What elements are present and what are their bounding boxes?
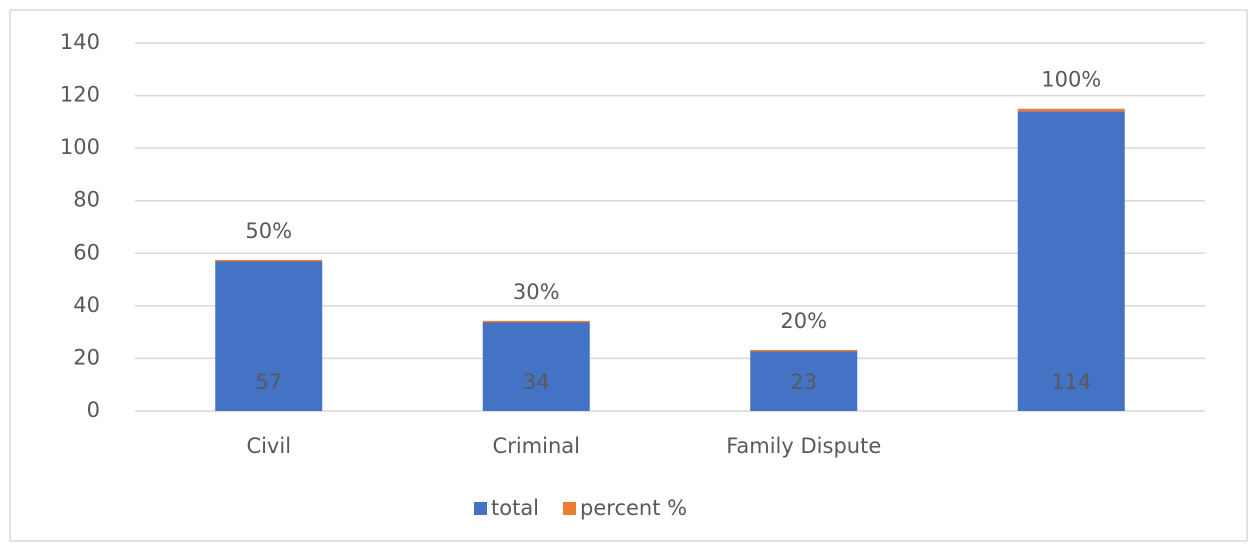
legend-swatch: [474, 502, 487, 515]
legend-label: total: [491, 496, 539, 520]
data-label: 114: [1051, 370, 1091, 394]
y-tick-label: 40: [73, 293, 100, 317]
y-tick-label: 100: [60, 135, 100, 159]
data-label: 57: [255, 370, 282, 394]
bar-segment: [1017, 111, 1125, 411]
legend-swatch: [563, 502, 577, 515]
bar-segment: [750, 350, 858, 352]
y-tick-label: 80: [73, 188, 100, 212]
x-tick-label: Criminal: [493, 434, 580, 458]
y-tick-label: 120: [60, 83, 100, 107]
bar-segment: [215, 259, 323, 262]
bar-segment: [215, 261, 323, 411]
bar-segment: [1017, 108, 1125, 112]
x-tick-label: Civil: [246, 434, 291, 458]
data-label: 100%: [1041, 68, 1101, 92]
bar-segment: [482, 321, 590, 411]
bar-segment: [750, 350, 858, 411]
y-tick-label: 60: [73, 240, 100, 264]
data-label: 30%: [513, 280, 560, 304]
y-tick-label: 20: [73, 345, 100, 369]
legend-label: percent %: [580, 496, 687, 520]
y-tick-label: 0: [87, 398, 100, 422]
y-tick-label: 140: [60, 30, 100, 54]
data-label: 34: [523, 370, 550, 394]
x-tick-label: Family Dispute: [726, 434, 881, 458]
data-label: 20%: [780, 309, 827, 333]
data-label: 50%: [245, 219, 292, 243]
data-label: 23: [790, 370, 817, 394]
bar-segment: [482, 320, 590, 323]
